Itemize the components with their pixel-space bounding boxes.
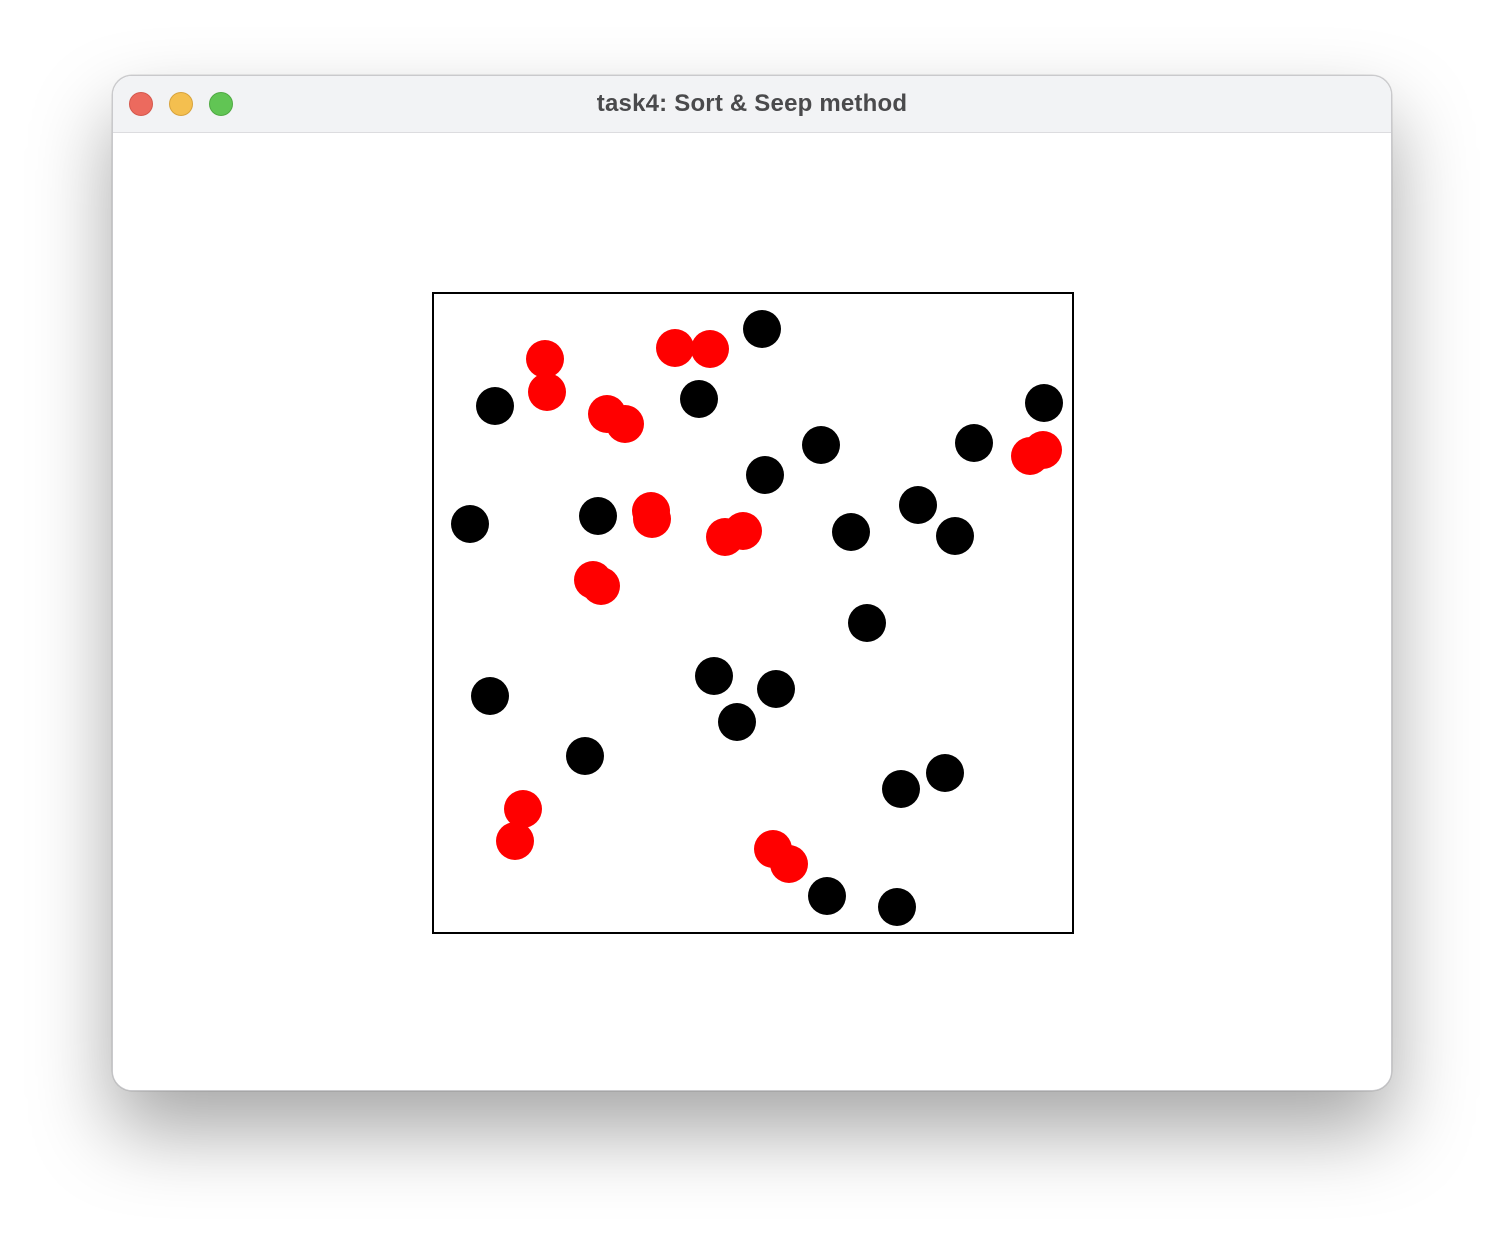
sort-seep-canvas (432, 292, 1074, 934)
black-circle-32 (926, 754, 964, 792)
zoom-window-button[interactable] (209, 92, 233, 116)
red-circle-3 (526, 340, 564, 378)
window-content (113, 133, 1391, 1090)
red-circle-2 (691, 330, 729, 368)
black-circle-0 (743, 310, 781, 348)
black-circle-6 (680, 380, 718, 418)
red-circle-1 (656, 329, 694, 367)
red-circle-4 (528, 373, 566, 411)
red-circle-21 (724, 512, 762, 550)
close-window-button[interactable] (129, 92, 153, 116)
black-circle-10 (802, 426, 840, 464)
minimize-window-button[interactable] (169, 92, 193, 116)
black-circle-17 (579, 497, 617, 535)
black-circle-28 (757, 670, 795, 708)
black-circle-39 (878, 888, 916, 926)
black-circle-27 (695, 657, 733, 695)
black-circle-31 (566, 737, 604, 775)
black-circle-16 (451, 505, 489, 543)
red-circle-25 (582, 567, 620, 605)
red-circle-35 (496, 822, 534, 860)
app-window: task4: Sort & Seep method (112, 75, 1392, 1091)
black-circle-14 (746, 456, 784, 494)
black-circle-30 (718, 703, 756, 741)
black-circle-7 (1025, 384, 1063, 422)
black-circle-38 (808, 877, 846, 915)
red-circle-37 (770, 845, 808, 883)
black-circle-22 (832, 513, 870, 551)
black-circle-33 (882, 770, 920, 808)
black-circle-15 (899, 486, 937, 524)
title-bar[interactable]: task4: Sort & Seep method (113, 76, 1391, 133)
red-circle-9 (606, 405, 644, 443)
window-title: task4: Sort & Seep method (596, 90, 908, 117)
red-circle-13 (1024, 431, 1062, 469)
black-circle-23 (936, 517, 974, 555)
black-circle-11 (955, 424, 993, 462)
black-circle-26 (848, 604, 886, 642)
circle-group (451, 310, 1063, 926)
black-circle-29 (471, 677, 509, 715)
red-circle-34 (504, 790, 542, 828)
red-circle-19 (633, 500, 671, 538)
black-circle-5 (476, 387, 514, 425)
